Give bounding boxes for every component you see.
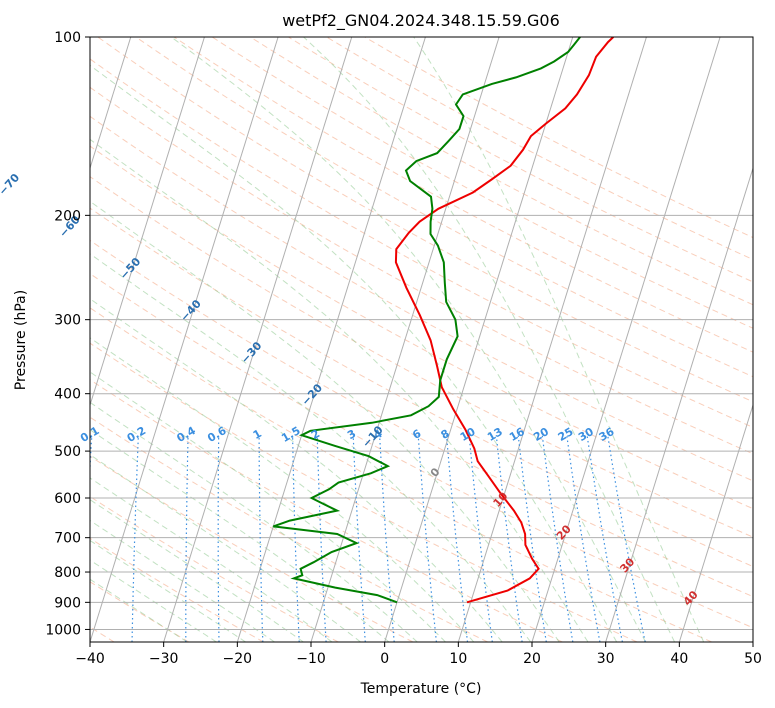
x-tick-label: 50 [744,651,762,667]
moist-adiabat [90,298,503,642]
chart-title: wetPf2_GN04.2024.348.15.59.G06 [282,11,560,31]
x-tick-label: −20 [223,651,253,667]
mixing-ratio-line [468,435,493,642]
dry-adiabat [90,342,638,642]
isotherm-line [678,403,753,642]
moist-adiabat [413,37,705,642]
x-axis-label: Temperature (°C) [360,681,482,697]
isotherm-line [384,37,574,642]
y-tick-label: 100 [54,30,81,46]
y-tick-label: 200 [54,208,81,224]
x-tick-label: 20 [523,651,541,667]
isotherm-line [90,37,132,170]
y-tick-label: 300 [54,313,81,329]
dry-adiabat [90,86,753,455]
isotherm-line [605,166,753,642]
mixing-ratio-line [446,435,469,642]
dry-adiabat [97,37,753,403]
mixing-ratio-line [292,435,300,642]
y-tick-label: 500 [54,444,81,460]
x-tick-label: −40 [75,651,105,667]
mixing-ratio-line [131,435,139,642]
moist-adiabat [90,371,446,642]
y-tick-label: 400 [54,387,81,403]
dry-adiabat [90,455,414,642]
mixing-ratio-line [417,435,437,642]
x-tick-label: −10 [296,651,326,667]
moist-adiabat [90,477,333,642]
dry-adiabat [90,239,753,598]
y-tick-label: 1000 [45,622,81,638]
dry-adiabat [288,37,753,283]
y-tick-label: 900 [54,595,81,611]
dry-adiabat [364,37,753,239]
moist-adiabat [90,64,618,642]
isotherm-line [90,37,205,407]
y-tick-label: 600 [54,491,81,507]
moist-adiabat [303,37,676,642]
mixing-ratio-line [316,435,327,642]
dry-adiabat [90,207,753,568]
mixing-ratio-line [566,435,601,642]
isotherm-line [90,37,279,642]
dry-adiabat [211,37,753,329]
background-lines [90,37,753,642]
moist-adiabat [90,337,475,642]
moist-adiabat [90,200,560,642]
dry-adiabat [135,37,753,378]
dry-adiabat [173,37,753,353]
x-tick-label: 10 [449,651,467,667]
x-tick-label: 30 [597,651,615,667]
moist-adiabat [90,429,390,642]
mixing-ratio-line [185,435,189,642]
isotherm-line [531,37,721,642]
mixing-ratio-line [541,435,574,642]
mixing-ratio-line [379,435,395,642]
dry-adiabat [90,58,753,428]
isotherm-line [310,37,500,642]
y-axis-label: Pressure (hPa) [13,290,29,390]
isotherm-line [163,37,353,642]
dry-adiabat [326,37,753,261]
moist-adiabat [171,37,647,642]
temperature-line [394,37,614,604]
moist-adiabat [90,499,304,642]
y-tick-label: 700 [54,531,81,547]
isotherm-line [457,37,647,642]
dewpoint-line [272,37,581,604]
mixing-ratio-line [217,435,220,642]
axes: −40 −30 −20 −10 0 10 20 30 40 50 100 200 300 400 500 60… [45,30,762,667]
x-tick-label: −30 [149,651,179,667]
moist-adiabat [90,401,418,642]
y-tick-label: 800 [54,565,81,581]
dry-adiabat [90,115,753,482]
dry-adiabat [90,495,339,642]
plot-frame [89,36,754,643]
x-tick-label: 40 [670,651,688,667]
isotherm-line [236,37,426,642]
x-tick-label: 0 [380,651,389,667]
mixing-ratio-line [517,435,547,642]
data-lines [272,37,614,604]
mixing-ratio-line [352,435,366,642]
dry-adiabat [250,37,753,306]
mixing-ratio-line [495,435,523,642]
moist-adiabat [90,519,275,642]
mixing-ratio-line [258,435,264,642]
dry-adiabat [90,379,563,642]
moist-adiabat [90,138,589,642]
